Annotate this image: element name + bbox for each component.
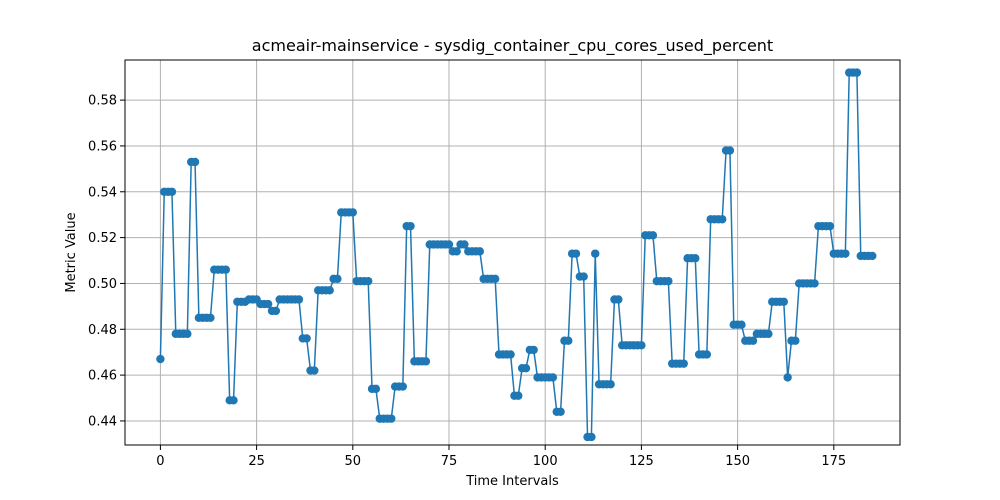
data-point: [271, 306, 281, 316]
series-layer: [156, 68, 877, 442]
data-point: [506, 350, 515, 359]
data-point: [302, 334, 311, 343]
data-point: [725, 146, 735, 155]
data-point: [764, 329, 773, 339]
data-point: [348, 208, 358, 217]
data-point: [691, 254, 700, 263]
data-point: [294, 295, 304, 304]
x-tick-label: 50: [345, 454, 362, 469]
data-point: [421, 357, 431, 366]
data-point: [606, 380, 615, 389]
data-point: [825, 221, 835, 231]
data-point: [475, 247, 484, 256]
x-tick-label: 100: [533, 454, 558, 469]
x-tick-label: 150: [725, 454, 750, 469]
data-point: [325, 286, 334, 295]
y-tick-label: 0.56: [88, 139, 117, 154]
y-tick-label: 0.44: [88, 414, 117, 429]
data-point: [591, 249, 600, 258]
data-point: [398, 382, 408, 391]
y-tick-label: 0.50: [88, 277, 117, 292]
data-point: [718, 215, 727, 224]
x-axis-label: Time Intervals: [465, 474, 559, 489]
data-point: [206, 313, 215, 323]
data-point: [564, 336, 573, 345]
data-point: [587, 432, 596, 442]
data-point: [310, 366, 319, 375]
data-point: [529, 345, 538, 355]
data-point: [614, 295, 623, 304]
data-point: [702, 350, 712, 359]
data-point: [748, 336, 758, 345]
data-point: [571, 249, 581, 258]
data-point: [791, 336, 800, 345]
data-point: [156, 354, 165, 364]
x-tick-label: 175: [821, 454, 846, 469]
data-point: [841, 249, 850, 258]
y-tick-label: 0.52: [88, 231, 117, 246]
data-point: [514, 391, 523, 400]
data-point: [490, 274, 500, 284]
data-point: [737, 320, 746, 329]
data-point: [263, 299, 273, 309]
data-point: [333, 274, 342, 284]
data-point: [783, 373, 792, 382]
y-tick-label: 0.54: [88, 185, 117, 200]
data-point: [229, 396, 238, 405]
chart-title: acmeair-mainservice - sysdig_container_c…: [252, 36, 773, 56]
series-line: [159, 71, 873, 438]
data-point: [183, 329, 192, 339]
y-tick-label: 0.48: [88, 323, 117, 338]
data-point: [579, 272, 588, 281]
data-point: [637, 341, 646, 350]
y-axis-label: Metric Value: [64, 212, 79, 292]
plot-area-frame: [124, 59, 901, 446]
y-tick-label: 0.46: [88, 369, 117, 384]
data-point: [810, 279, 819, 288]
data-point: [852, 68, 862, 77]
data-point: [664, 276, 673, 286]
data-point: [868, 251, 877, 261]
data-point: [406, 221, 415, 231]
data-point: [190, 157, 200, 167]
x-axis-ticks: 0 25 50 75 100 125 150 175: [156, 445, 846, 469]
data-point: [548, 373, 558, 382]
x-tick-label: 75: [441, 454, 458, 469]
data-point: [221, 265, 231, 274]
data-point: [167, 187, 177, 196]
grid-lines: [125, 60, 900, 445]
data-point: [452, 247, 461, 256]
data-point: [556, 407, 565, 416]
x-tick-label: 125: [629, 454, 654, 469]
data-point: [648, 231, 658, 240]
data-point: [444, 240, 454, 249]
data-point: [679, 359, 688, 368]
data-point: [371, 384, 381, 394]
data-point: [460, 240, 469, 249]
y-tick-label: 0.58: [88, 94, 117, 109]
x-tick-label: 0: [156, 454, 164, 469]
data-point: [521, 364, 531, 373]
data-point: [779, 297, 788, 306]
x-tick-label: 25: [248, 454, 265, 469]
data-point: [364, 276, 373, 286]
y-axis-ticks: 0.44 0.46 0.48 0.50 0.52 0.54 0.56 0.58: [88, 94, 125, 429]
data-point: [387, 414, 396, 423]
